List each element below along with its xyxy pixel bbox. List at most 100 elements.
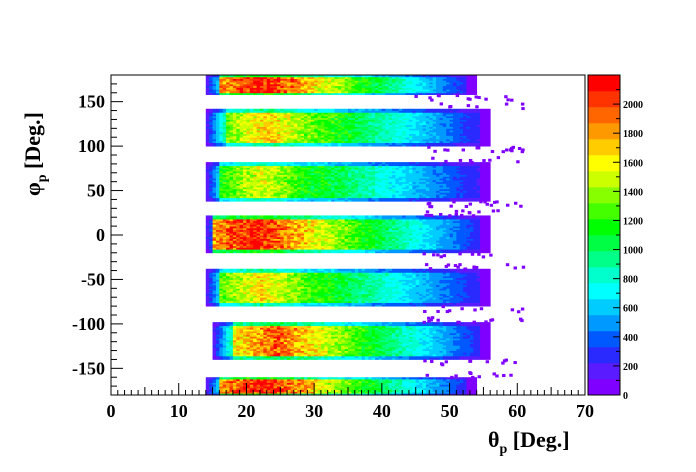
heatmap-cell: [232, 163, 237, 167]
heatmap-cell: [452, 114, 457, 117]
heatmap-cell: [466, 114, 471, 117]
heatmap-cell: [253, 176, 257, 179]
heatmap-cell: [317, 80, 322, 83]
heatmap-cell: [375, 187, 379, 190]
heatmap-cell: [361, 82, 366, 85]
heatmap-cell: [293, 190, 298, 193]
heatmap-cell: [215, 110, 220, 113]
heatmap-cell: [483, 188, 488, 191]
heatmap-cell: [270, 117, 274, 120]
heatmap-cell: [293, 142, 298, 145]
heatmap-cell: [212, 110, 217, 113]
heatmap-cell: [388, 185, 393, 188]
heatmap-cell: [215, 108, 220, 111]
heatmap-cell: [331, 179, 335, 183]
heatmap-cell: [388, 197, 393, 200]
heatmap-cell: [449, 83, 454, 87]
heatmap-cell: [331, 188, 335, 191]
heatmap-cell: [259, 243, 264, 247]
heatmap-cell: [402, 121, 406, 124]
heatmap-cell: [307, 110, 312, 113]
heatmap-cell: [351, 75, 356, 78]
heatmap-cell: [480, 142, 484, 145]
heatmap-cell: [300, 171, 305, 174]
heatmap-cell: [331, 176, 335, 179]
heatmap-cell: [351, 133, 356, 136]
heatmap-cell: [354, 165, 359, 168]
heatmap-cell: [415, 133, 420, 136]
heatmap-cell: [486, 124, 491, 127]
heatmap-cell: [236, 83, 241, 87]
heatmap-cell: [300, 133, 305, 136]
heatmap-cell: [483, 178, 488, 181]
heatmap-cell: [317, 126, 322, 129]
heatmap-cell: [375, 108, 379, 111]
heatmap-cell: [229, 242, 234, 245]
heatmap-cell: [436, 92, 440, 95]
heatmap-cell: [463, 121, 467, 124]
heatmap-cell: [446, 78, 450, 81]
heatmap-cell: [307, 137, 312, 140]
heatmap-cell: [483, 108, 488, 111]
heatmap-cell: [337, 187, 342, 190]
heatmap-cell: [483, 185, 488, 188]
heatmap-cell: [463, 169, 467, 172]
heatmap-cell: [226, 249, 230, 252]
heatmap-cell: [483, 140, 488, 143]
heatmap-cell: [337, 174, 342, 177]
heatmap-cell: [480, 192, 484, 195]
heatmap-cell: [212, 188, 217, 191]
heatmap-cell: [473, 197, 478, 200]
heatmap-cell: [212, 167, 217, 170]
heatmap-cell: [449, 251, 454, 254]
heatmap-cell: [469, 179, 474, 183]
heatmap-cell: [226, 75, 230, 78]
heatmap-cell: [327, 123, 332, 126]
heatmap-cell: [243, 251, 247, 254]
heatmap-cell: [354, 108, 359, 111]
heatmap-cell: [375, 178, 379, 181]
heatmap-cell: [259, 247, 264, 250]
heatmap-cell: [334, 162, 339, 165]
heatmap-cell: [429, 131, 434, 135]
heatmap-cell: [429, 243, 434, 247]
heatmap-cell: [371, 144, 376, 147]
heatmap-cell: [436, 169, 440, 172]
heatmap-cell: [212, 76, 217, 79]
heatmap-cell: [395, 87, 400, 90]
heatmap-cell: [436, 247, 440, 250]
heatmap-cell: [361, 167, 366, 170]
heatmap-cell: [215, 82, 220, 85]
heatmap-cell: [253, 249, 257, 252]
heatmap-cell: [222, 87, 227, 90]
heatmap-cell: [452, 181, 457, 184]
heatmap-cell: [415, 117, 420, 120]
heatmap-cell: [256, 181, 261, 184]
heatmap-cell: [436, 85, 440, 88]
heatmap-cell: [463, 247, 467, 250]
heatmap-cell: [483, 190, 488, 193]
heatmap-cell: [212, 89, 217, 92]
heatmap-cell: [405, 92, 410, 95]
heatmap-cell: [303, 194, 308, 197]
heatmap-cell: [351, 142, 356, 145]
heatmap-cell: [419, 126, 423, 129]
heatmap-cell: [348, 192, 352, 195]
heatmap-cell: [226, 169, 230, 172]
heatmap-cell: [270, 91, 274, 94]
heatmap-cell: [466, 135, 471, 138]
heatmap-cell: [463, 135, 467, 138]
heatmap-cell: [270, 171, 274, 174]
heatmap-cell: [469, 123, 474, 126]
heatmap-cell: [422, 112, 427, 115]
heatmap-cell: [209, 87, 213, 90]
heatmap-cell: [439, 197, 444, 200]
heatmap-cell: [425, 117, 430, 120]
heatmap-cell: [314, 251, 318, 254]
heatmap-cell: [226, 162, 230, 165]
heatmap-cell: [249, 192, 254, 195]
heatmap-cell: [259, 128, 264, 131]
heatmap-cell: [388, 75, 393, 78]
heatmap-cell: [249, 137, 254, 140]
heatmap-cell: [314, 80, 318, 83]
